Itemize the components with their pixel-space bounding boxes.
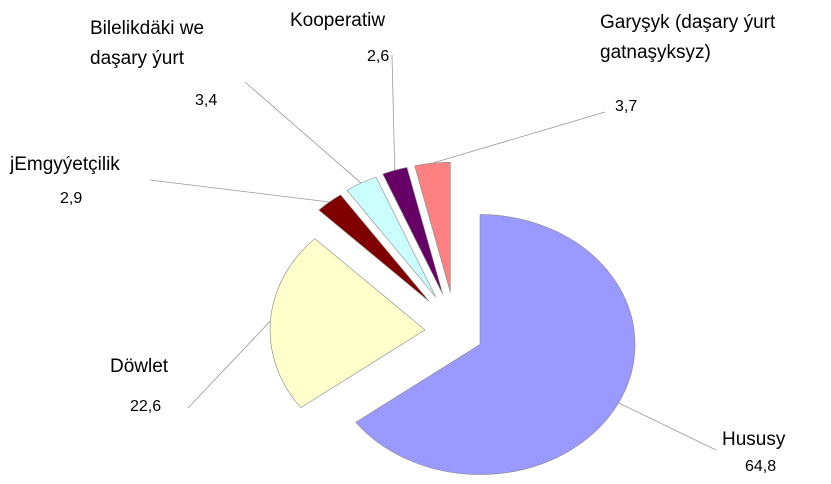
pie-slice	[318, 194, 430, 302]
value-label: 22,6	[130, 398, 162, 415]
value-label: 3,4	[195, 92, 218, 109]
slice-label: Kooperatiw	[290, 10, 386, 31]
value-label: 64,8	[745, 458, 777, 475]
slice-label: Garyşyk (daşary ýurt gatnaşyksyz)	[600, 12, 776, 63]
value-label: 3,7	[615, 98, 638, 115]
slice-label: Döwlet	[110, 356, 169, 377]
value-label: 2,6	[367, 48, 390, 65]
slice-label: Bilelikdäki we daşary ýurt	[90, 18, 205, 69]
leader-line	[618, 402, 717, 451]
leader-line	[149, 179, 330, 203]
value-label: 2,9	[60, 190, 83, 207]
leader-line	[391, 54, 396, 171]
leader-line	[244, 81, 362, 184]
leader-line	[432, 111, 606, 164]
slice-label: jEmgyýetçilik	[10, 154, 120, 175]
pie-slice	[355, 214, 636, 475]
slice-label: Hususy	[722, 429, 786, 450]
pie-slice	[269, 238, 426, 409]
leader-line	[187, 320, 271, 409]
